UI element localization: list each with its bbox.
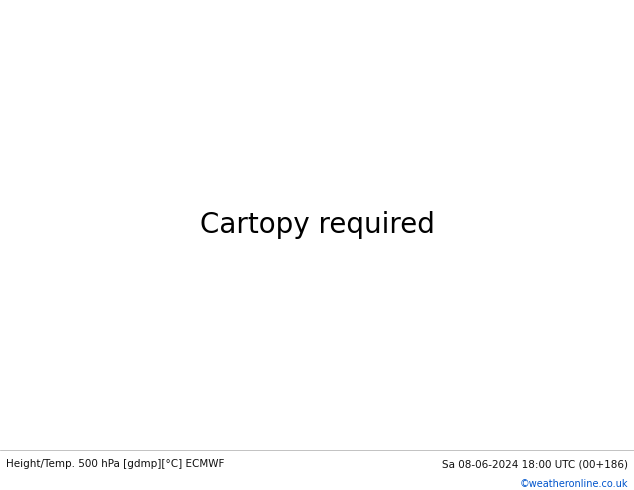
Text: Cartopy required: Cartopy required [200,211,434,239]
Text: ©weatheronline.co.uk: ©weatheronline.co.uk [519,479,628,489]
Text: Sa 08-06-2024 18:00 UTC (00+186): Sa 08-06-2024 18:00 UTC (00+186) [442,459,628,469]
Text: Height/Temp. 500 hPa [gdmp][°C] ECMWF: Height/Temp. 500 hPa [gdmp][°C] ECMWF [6,459,224,469]
